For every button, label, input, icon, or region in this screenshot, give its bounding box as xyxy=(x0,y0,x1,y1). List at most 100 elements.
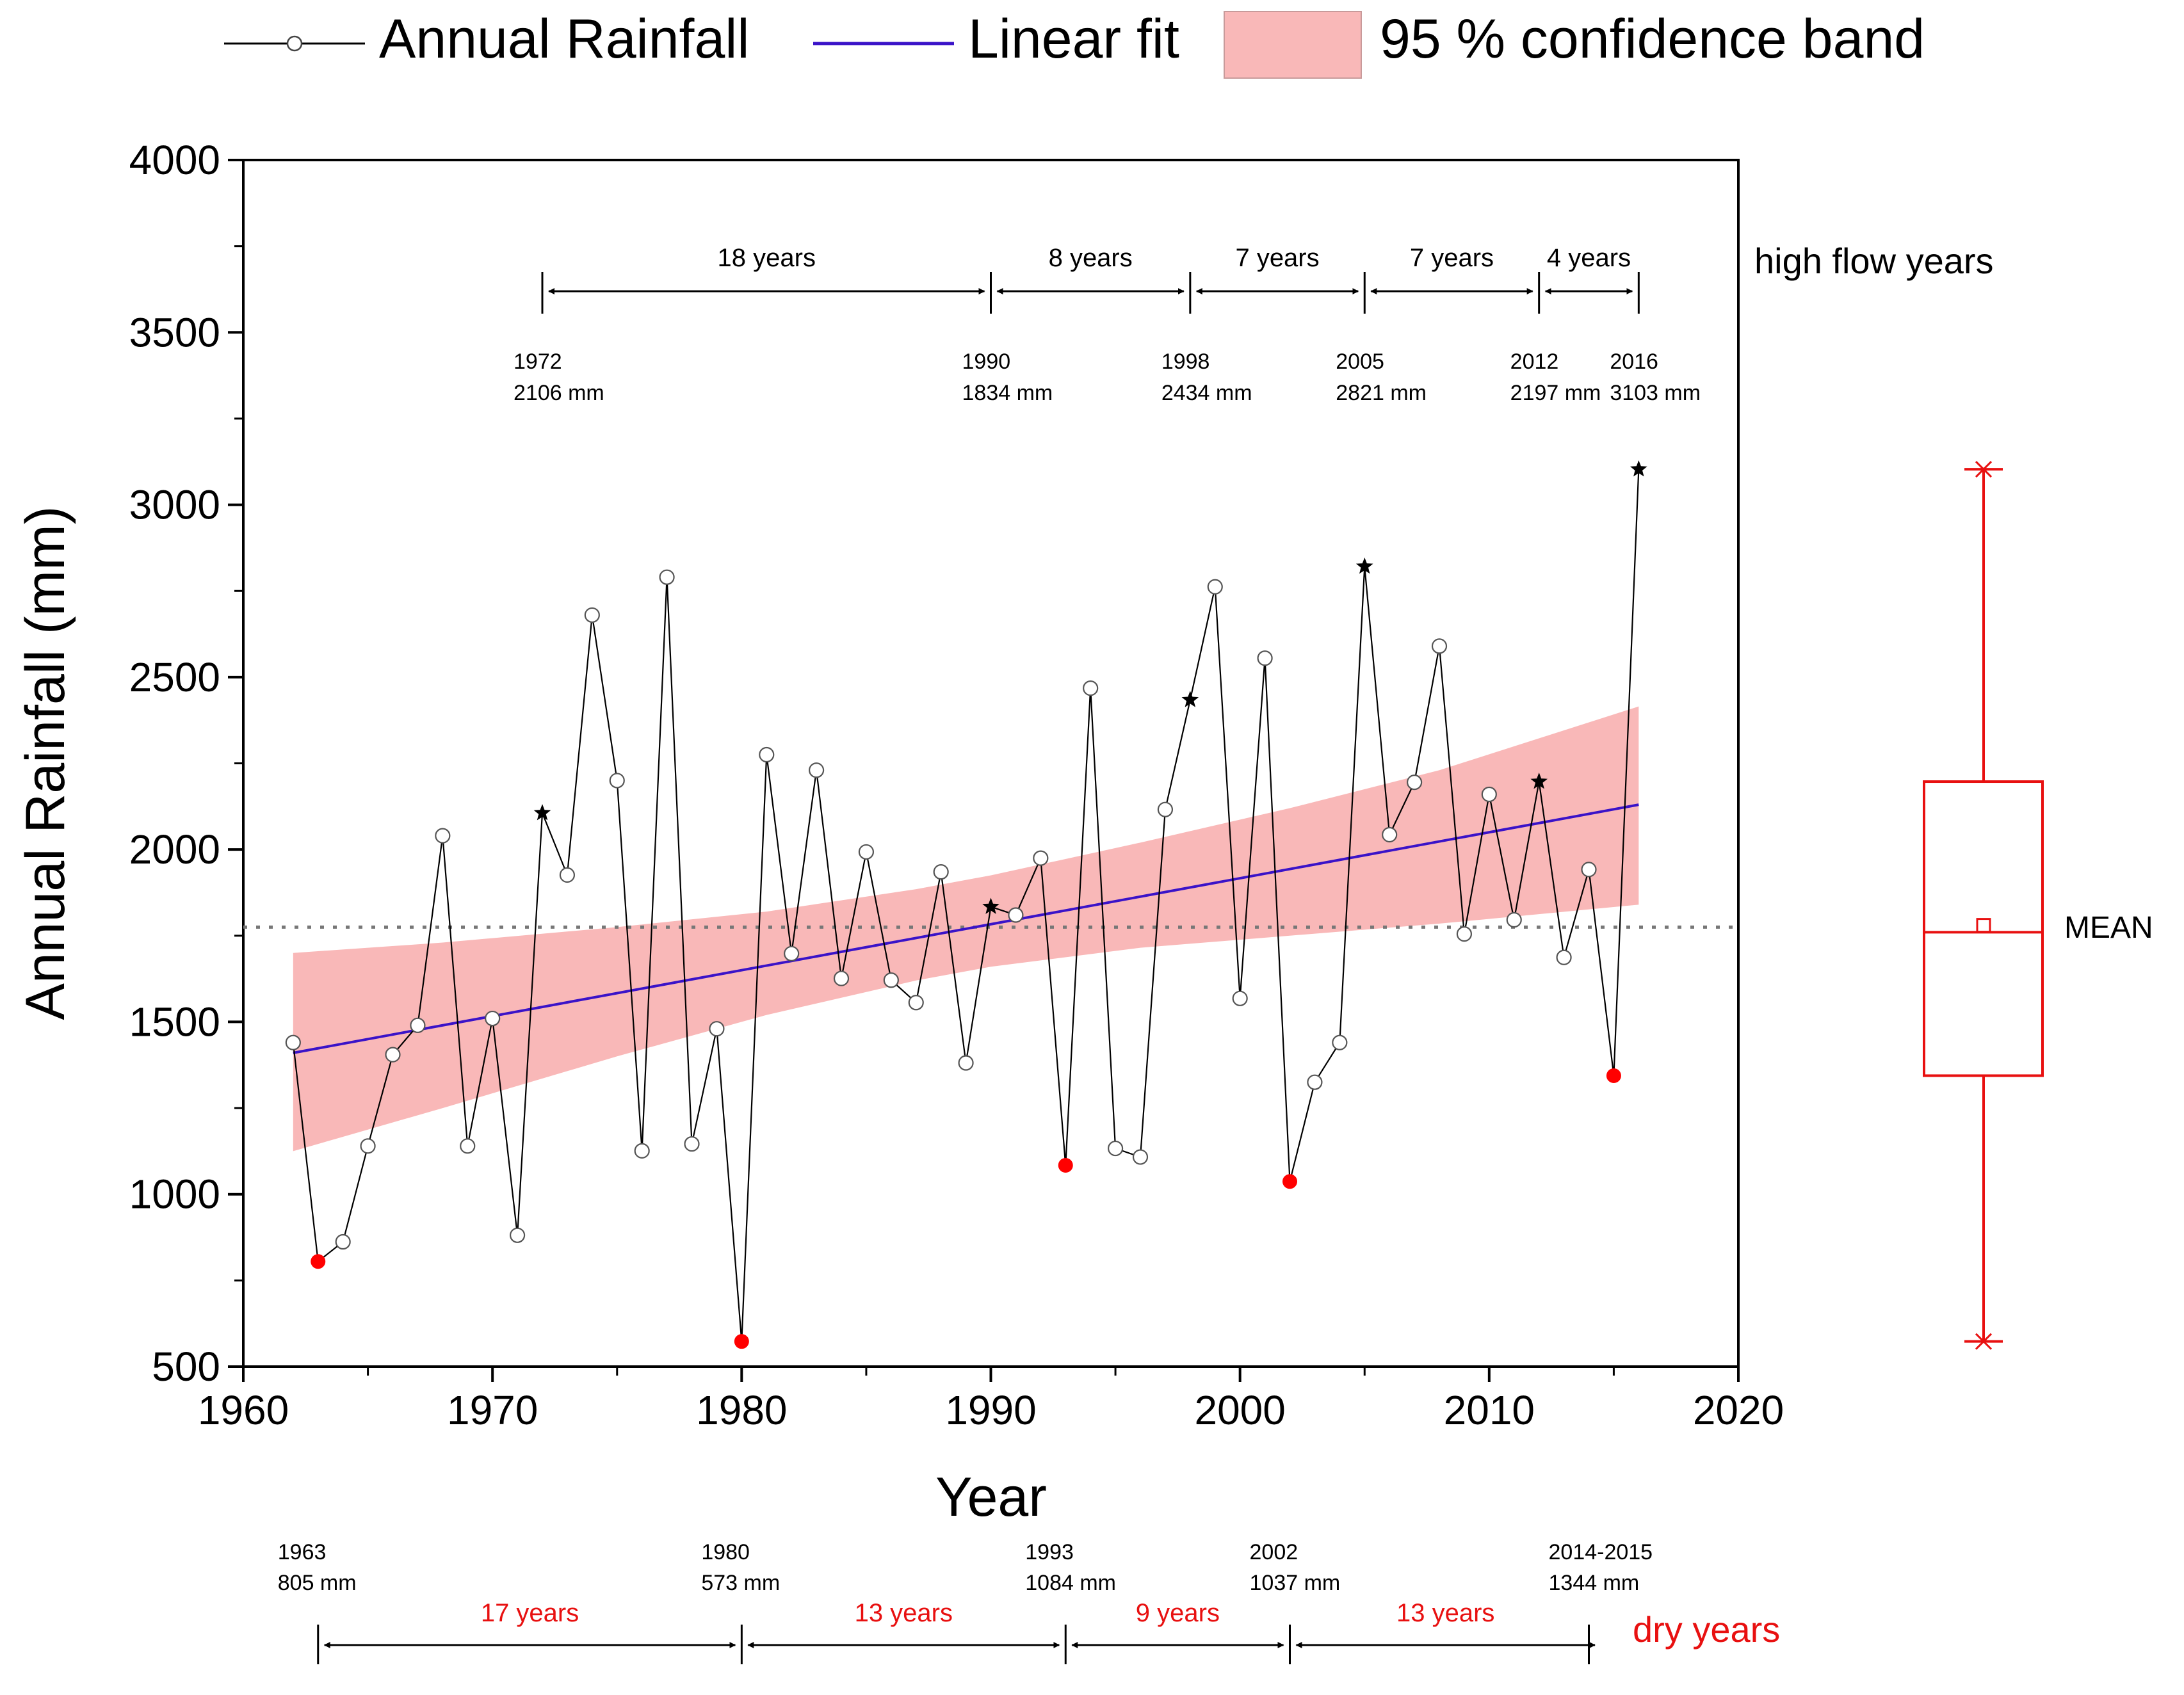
dry-years-title: dry years xyxy=(1633,1609,1780,1650)
data-point xyxy=(1581,862,1597,878)
dry-year-event-year: 2002 xyxy=(1250,1540,1298,1564)
legend-band-label: 95 % confidence band xyxy=(1380,8,1925,70)
data-point xyxy=(460,1138,476,1154)
x-axis-title: Year xyxy=(935,1466,1047,1528)
high-flow-interval-label: 7 years xyxy=(1410,244,1494,272)
linear-fit-layer xyxy=(293,803,1639,1054)
dry-year-point xyxy=(311,1254,326,1269)
data-point xyxy=(958,1055,974,1071)
x-tick-label: 2000 xyxy=(1194,1387,1285,1433)
high-flow-point xyxy=(1630,460,1647,477)
data-point xyxy=(1382,826,1398,843)
high-flow-interval-label: 8 years xyxy=(1049,244,1133,272)
dry-year-event-value: 1084 mm xyxy=(1025,1571,1116,1595)
high-flow-event-value: 2106 mm xyxy=(514,381,604,405)
data-point xyxy=(385,1047,401,1063)
dry-year-event-value: 573 mm xyxy=(701,1571,780,1595)
high-flow-event-value: 3103 mm xyxy=(1610,381,1701,405)
high-flow-point xyxy=(1181,691,1199,707)
dry-year-interval-label: 17 years xyxy=(481,1599,579,1627)
data-point xyxy=(485,1010,501,1027)
x-tick-label: 1980 xyxy=(696,1387,787,1433)
high-flow-point xyxy=(1355,558,1373,574)
high-flow-title: high flow years xyxy=(1754,241,1994,281)
high-flow-event-year: 1990 xyxy=(962,349,1011,374)
data-point xyxy=(335,1233,351,1250)
dry-year-point xyxy=(1606,1068,1621,1083)
x-tick-label: 1990 xyxy=(945,1387,1036,1433)
dry-year-event-year: 1980 xyxy=(701,1540,750,1564)
data-point xyxy=(908,995,924,1011)
dry-year-event-year: 1963 xyxy=(278,1540,327,1564)
data-point xyxy=(1406,775,1423,791)
data-point xyxy=(1307,1074,1323,1090)
data-point xyxy=(509,1227,526,1243)
high-flow-interval-label: 4 years xyxy=(1547,244,1631,272)
boxplot-mean-label: MEAN xyxy=(2064,911,2153,945)
x-tick-label: 1970 xyxy=(447,1387,538,1433)
dry-year-interval-label: 13 years xyxy=(1396,1599,1494,1627)
dry-year-event-year: 1993 xyxy=(1025,1540,1074,1564)
dry-year-annotations: dry years 1963 805 mm 1980 573 mm 1993 1084 m… xyxy=(278,1540,1780,1664)
data-point xyxy=(1431,638,1448,654)
legend-band-swatch xyxy=(1224,11,1362,79)
y-tick-label: 1000 xyxy=(129,1171,220,1217)
data-point xyxy=(435,828,451,844)
high-flow-event-value: 2821 mm xyxy=(1336,381,1427,405)
data-point xyxy=(759,746,775,763)
data-point xyxy=(1107,1140,1124,1157)
data-point xyxy=(709,1021,725,1037)
data-point xyxy=(1232,990,1248,1006)
y-tick-label: 3500 xyxy=(129,309,220,355)
y-axis-title: Annual Rainfall (mm) xyxy=(15,506,76,1020)
data-point xyxy=(933,864,949,880)
boxplot: MEAN xyxy=(1923,461,2153,1350)
high-flow-event-year: 1972 xyxy=(514,349,562,374)
x-tick-label: 2020 xyxy=(1693,1387,1784,1433)
boxplot-extreme-marker xyxy=(1975,461,1993,478)
data-point xyxy=(1257,650,1273,666)
boxplot-extreme-marker xyxy=(1975,1333,1993,1350)
data-point xyxy=(1456,926,1473,942)
dry-year-point xyxy=(1058,1157,1073,1173)
y-tick-label: 3000 xyxy=(129,482,220,528)
dry-year-point xyxy=(734,1334,749,1349)
data-point xyxy=(584,607,600,623)
linear-fit-line xyxy=(293,803,1639,1054)
data-point xyxy=(659,569,675,585)
data-point xyxy=(1157,801,1174,817)
high-flow-event-value: 1834 mm xyxy=(962,381,1053,405)
y-tick-label: 1500 xyxy=(129,999,220,1045)
dry-year-event-year: 2014-2015 xyxy=(1549,1540,1653,1564)
high-flow-event-year: 2012 xyxy=(1510,349,1559,374)
high-flow-event-year: 2005 xyxy=(1336,349,1384,374)
y-tick-label: 4000 xyxy=(129,137,220,183)
high-flow-event-year: 2016 xyxy=(1610,349,1658,374)
high-flow-event-year: 1998 xyxy=(1161,349,1210,374)
high-flow-annotations: high flow years 1972 2106 mm 1990 1834 mm 19… xyxy=(514,241,1994,405)
y-tick-label: 2000 xyxy=(129,826,220,872)
data-point xyxy=(1008,907,1024,923)
boxplot-mean-marker xyxy=(1976,918,1991,933)
data-point xyxy=(684,1136,700,1152)
data-point xyxy=(858,844,875,860)
high-flow-point xyxy=(1530,773,1548,789)
data-point xyxy=(634,1143,650,1159)
data-point xyxy=(1556,949,1572,965)
boxplot-box xyxy=(1923,780,2044,1077)
data-point xyxy=(559,867,576,883)
y-tick-label: 500 xyxy=(152,1344,220,1390)
x-tick-label: 2010 xyxy=(1444,1387,1535,1433)
high-flow-point xyxy=(533,804,551,821)
axes-layer: 1960 1970 1980 1990 2000 2010 2020 500 1000 1500 2… xyxy=(129,137,1784,1433)
data-point xyxy=(1083,680,1099,696)
high-flow-interval-label: 7 years xyxy=(1235,244,1319,272)
dry-year-event-value: 805 mm xyxy=(278,1571,357,1595)
data-point xyxy=(1332,1034,1348,1050)
high-flow-event-value: 2434 mm xyxy=(1161,381,1252,405)
legend-rainfall-marker xyxy=(286,35,303,52)
data-point xyxy=(1033,850,1049,866)
y-tick-label: 2500 xyxy=(129,654,220,700)
dry-year-event-value: 1344 mm xyxy=(1549,1571,1640,1595)
